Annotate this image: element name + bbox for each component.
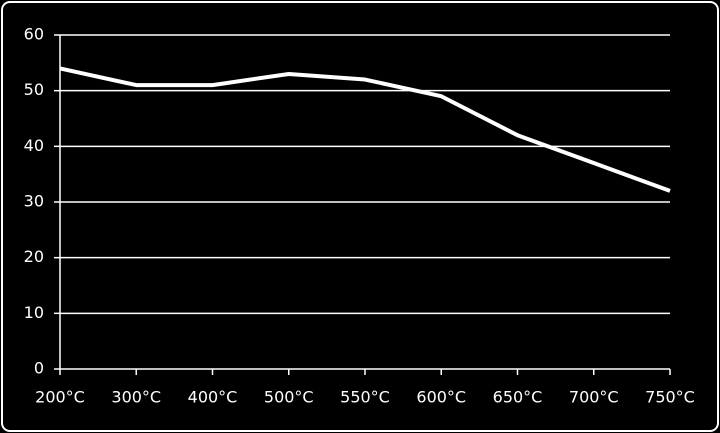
x-tick-label: 300°C <box>111 388 161 407</box>
y-tick-label: 40 <box>24 136 44 155</box>
y-tick-label: 30 <box>24 192 44 211</box>
y-tick-label: 0 <box>34 359 44 378</box>
y-tick-label: 20 <box>24 247 44 266</box>
x-tick-label: 500°C <box>264 388 314 407</box>
data-line <box>59 66 671 193</box>
x-tick-label: 550°C <box>340 388 390 407</box>
x-tick-label: 700°C <box>569 388 619 407</box>
y-tick-label: 10 <box>24 303 44 322</box>
y-tick-label: 60 <box>24 25 44 44</box>
x-tick-label: 650°C <box>493 388 543 407</box>
x-tick-label: 750°C <box>645 388 695 407</box>
x-tick-label: 200°C <box>35 388 85 407</box>
y-tick-label: 50 <box>24 80 44 99</box>
x-tick-label: 600°C <box>416 388 466 407</box>
x-tick-label: 400°C <box>188 388 238 407</box>
